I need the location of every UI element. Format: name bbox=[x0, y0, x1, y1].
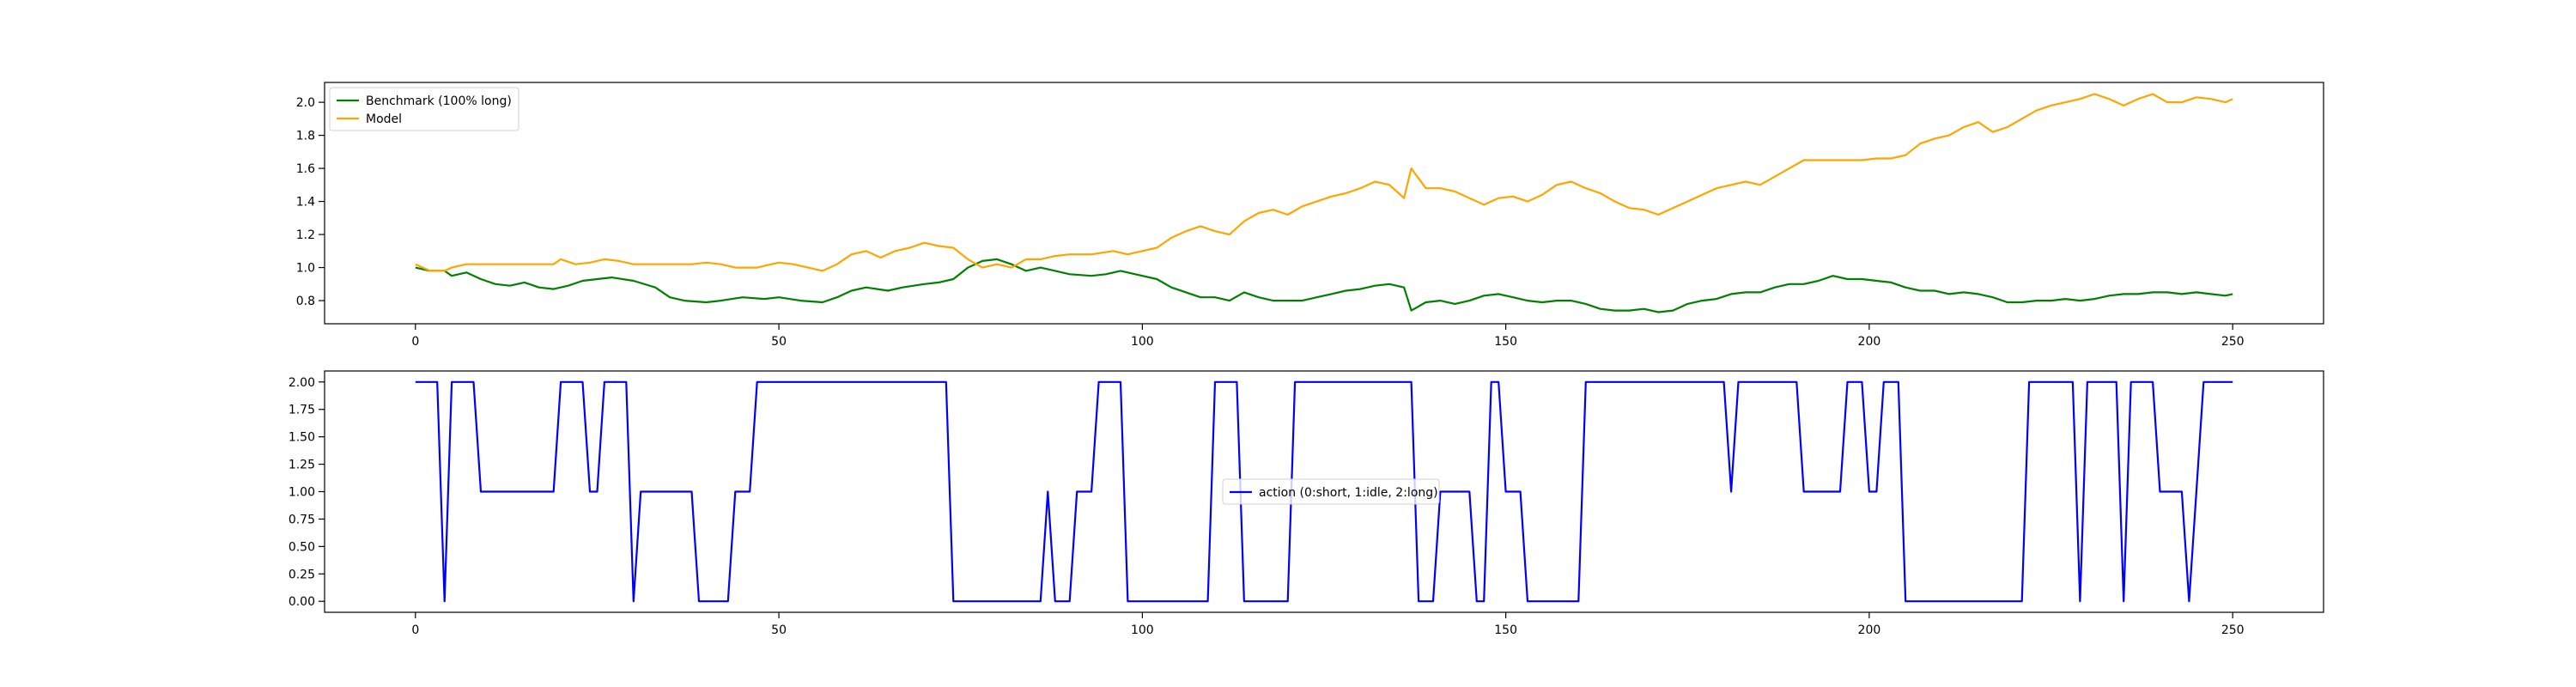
legend-label: Model bbox=[366, 112, 402, 126]
y-tick-label: 1.0 bbox=[296, 262, 315, 276]
x-tick-label: 0 bbox=[411, 623, 419, 637]
x-tick-label: 0 bbox=[411, 335, 419, 349]
x-tick-label: 250 bbox=[2221, 623, 2245, 637]
legend-box bbox=[1222, 478, 1440, 505]
y-tick-label: 2.00 bbox=[289, 376, 315, 390]
y-tick-label: 0.25 bbox=[289, 568, 315, 581]
y-tick-label: 0.8 bbox=[296, 295, 315, 308]
x-tick-label: 150 bbox=[1494, 623, 1517, 637]
x-tick-label: 100 bbox=[1131, 335, 1154, 349]
y-tick-label: 1.75 bbox=[289, 404, 315, 417]
x-tick-label: 50 bbox=[771, 623, 787, 637]
y-tick-label: 0.50 bbox=[289, 540, 315, 554]
y-tick-label: 0.75 bbox=[289, 513, 315, 526]
x-tick-label: 50 bbox=[771, 335, 787, 349]
series-line-1 bbox=[415, 380, 2233, 603]
axes-frame bbox=[324, 82, 2324, 325]
legend: action (0:short, 1:idle, 2:long) bbox=[1222, 478, 1440, 505]
y-tick-label: 1.6 bbox=[296, 162, 315, 176]
x-tick-label: 250 bbox=[2221, 335, 2245, 349]
y-tick-label: 1.50 bbox=[289, 431, 315, 445]
x-tick-label: 100 bbox=[1131, 623, 1154, 637]
legend-box bbox=[329, 87, 519, 131]
plot-area bbox=[325, 82, 2324, 324]
y-tick-label: 1.2 bbox=[296, 228, 315, 242]
x-tick-label: 150 bbox=[1494, 335, 1517, 349]
legend-label: action (0:short, 1:idle, 2:long) bbox=[1259, 486, 1438, 500]
series-line-1 bbox=[415, 258, 2233, 313]
y-tick-label: 1.00 bbox=[289, 486, 315, 500]
chart-panel-1: 0 50 100 150 200 250 0.8 1.0 1.2 1.4 1.6 1.8 2.0 Benc… bbox=[296, 82, 2324, 349]
x-tick-label: 200 bbox=[1858, 623, 1881, 637]
legend: Benchmark (100% long) Model bbox=[329, 87, 519, 131]
series-line-2 bbox=[415, 93, 2233, 272]
y-tick-label: 0.00 bbox=[289, 595, 315, 609]
y-tick-label: 1.4 bbox=[296, 196, 315, 210]
y-tick-label: 1.25 bbox=[289, 459, 315, 472]
chart-panel-2: 0 50 100 150 200 250 0.00 0.25 0.50 0.75 1.00 1.25 1… bbox=[289, 370, 2324, 637]
legend-label: Benchmark (100% long) bbox=[366, 94, 512, 108]
y-tick-label: 1.8 bbox=[296, 130, 315, 143]
x-tick-label: 200 bbox=[1858, 335, 1881, 349]
y-tick-label: 2.0 bbox=[296, 96, 315, 110]
